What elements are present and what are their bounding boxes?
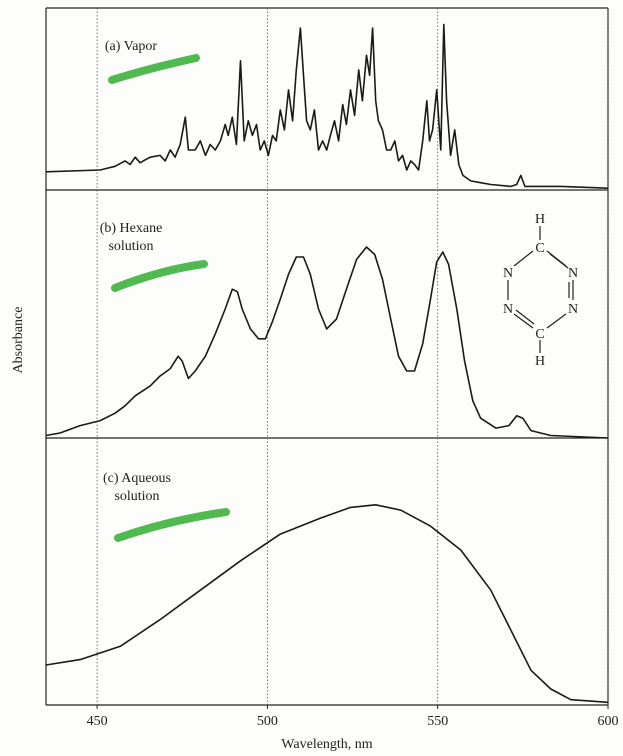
marker-stroke [114, 508, 230, 542]
atom-label: N [503, 302, 513, 317]
atom-label: N [503, 266, 513, 281]
spectrum-line [45, 504, 609, 704]
x-tick-label: 500 [257, 714, 278, 729]
atom-label: N [568, 266, 578, 281]
x-tick-label: 600 [598, 714, 619, 729]
atom-label: H [535, 354, 545, 369]
marker-strokes [108, 54, 230, 542]
atom-label: H [535, 212, 545, 227]
atom-label: N [568, 302, 578, 317]
marker-stroke [111, 260, 208, 292]
x-tick-label: 550 [427, 714, 448, 729]
y-axis-label: Absorbance [11, 307, 26, 374]
x-tick-label: 450 [87, 714, 108, 729]
molecule [507, 226, 574, 353]
spectrum-line [45, 246, 609, 439]
panel-title: (b) Hexane solution [99, 221, 163, 254]
marker-stroke [108, 54, 200, 84]
panel-title: (a) Vapor [104, 39, 158, 54]
panel-title: (c) Aqueous solution [102, 471, 172, 504]
spectrum-line [45, 23, 609, 189]
atom-label: C [535, 327, 544, 342]
x-axis-label: Wavelength, nm [281, 737, 373, 752]
atom-label: C [535, 241, 544, 256]
